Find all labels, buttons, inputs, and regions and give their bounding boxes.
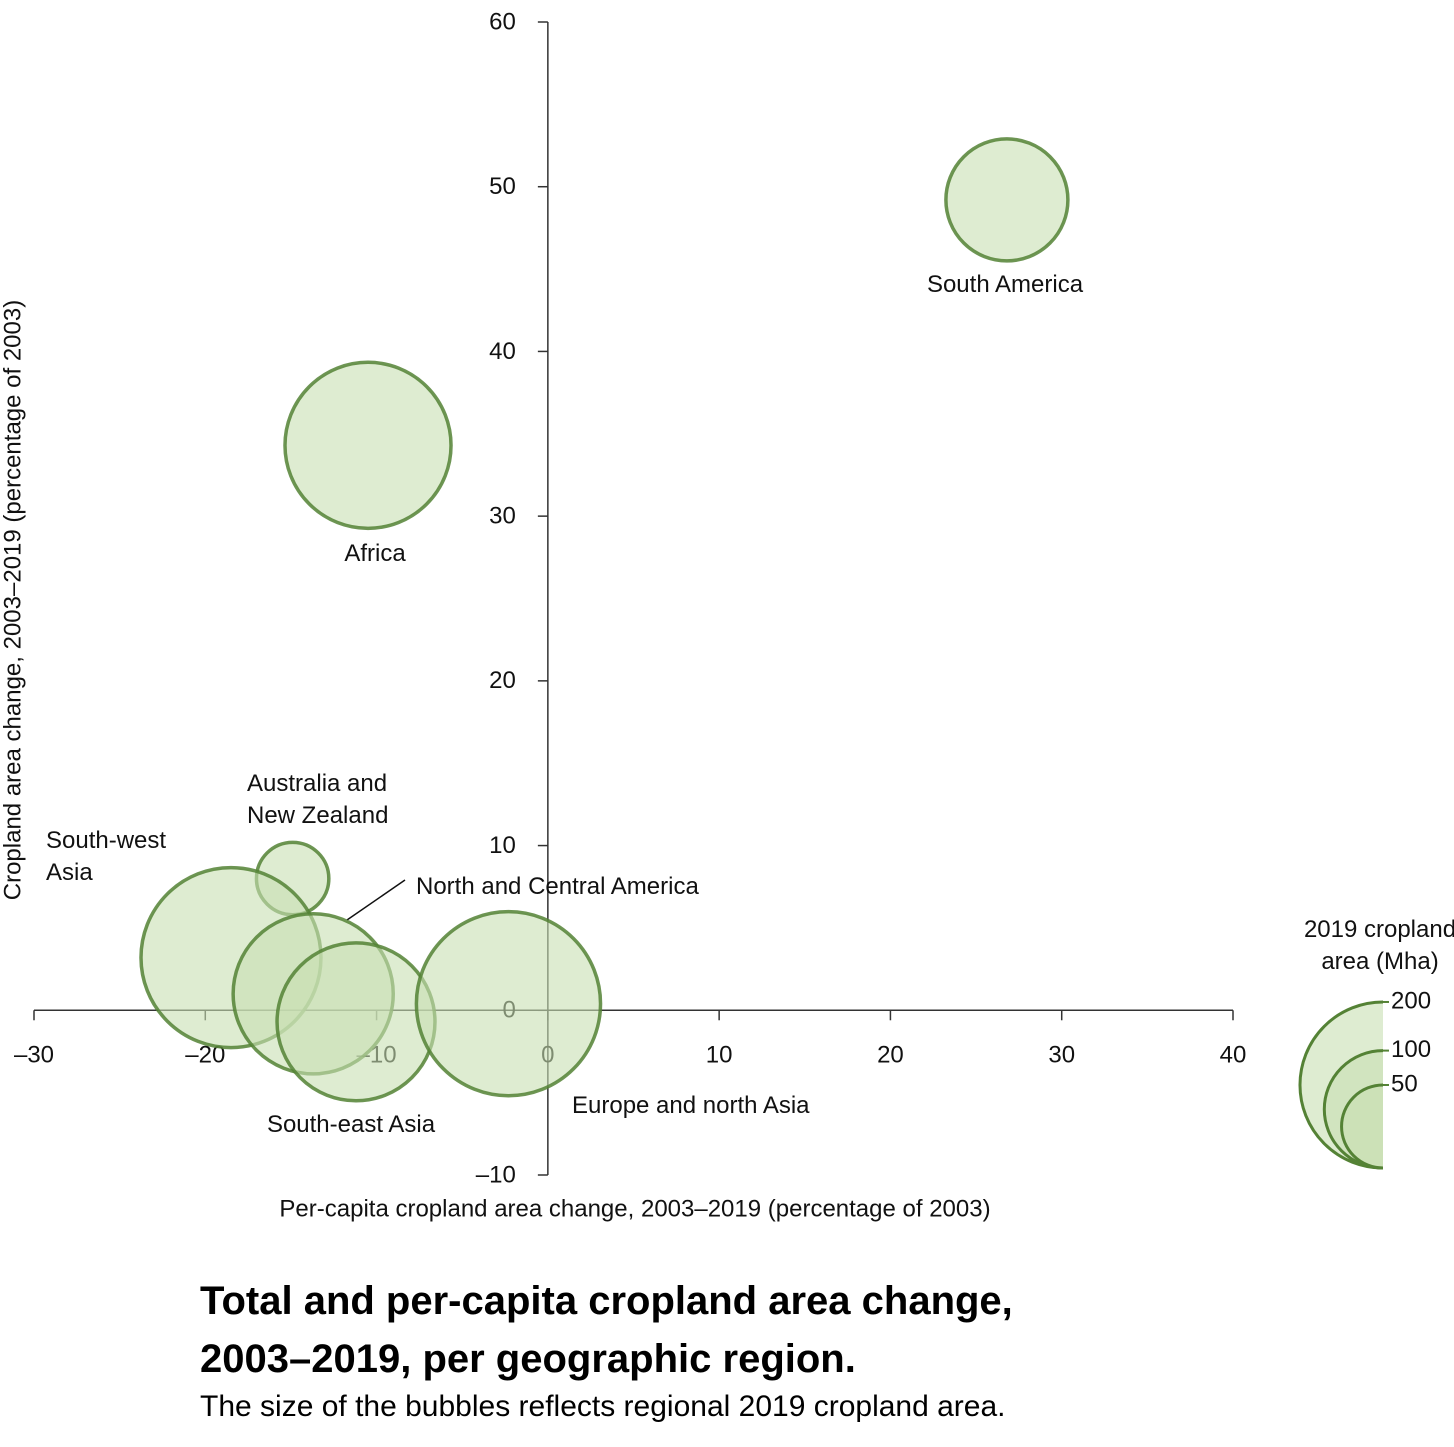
y-tick-label: –10 [476,1161,516,1188]
point-label: South-west Asia [46,827,167,886]
caption-title: Total and per-capita cropland area chang… [200,1279,1013,1381]
point-label: South America [926,271,1084,298]
legend-label: 100 [1391,1036,1431,1063]
y-tick-label: 60 [489,8,516,35]
y-tick-label: 50 [489,173,516,200]
y-axis-title: Cropland area change, 2003–2019 (percent… [0,300,26,900]
y-tick-label: 10 [489,832,516,859]
point-label: Australia and New Zealand [247,770,389,829]
legend-label: 200 [1391,987,1431,1014]
y-tick-label: 30 [489,502,516,529]
x-tick-label: 10 [706,1042,733,1069]
y-tick-label: 20 [489,667,516,694]
legend-title: 2019 cropland area (Mha) [1303,916,1454,975]
bubble [414,909,603,1098]
caption-subtitle: The size of the bubbles reflects regiona… [200,1390,1006,1423]
leader-line [346,879,406,921]
point-label: North and Central America [416,873,699,900]
x-tick-label: 20 [877,1042,904,1069]
bubble [275,941,437,1103]
x-axis-title: Per-capita cropland area change, 2003–20… [279,1195,990,1222]
bubble [283,360,453,531]
x-tick-label: –30 [14,1042,54,1069]
point-label: Europe and north Asia [572,1092,810,1119]
x-tick-label: 40 [1220,1042,1247,1069]
point-label: Africa [344,540,406,567]
legend-bubble [1340,1083,1384,1170]
legend-label: 50 [1391,1070,1418,1097]
y-tick-label: 40 [489,338,516,365]
x-tick-label: 30 [1048,1042,1075,1069]
point-label: South-east Asia [266,1111,436,1138]
bubble [944,137,1070,263]
